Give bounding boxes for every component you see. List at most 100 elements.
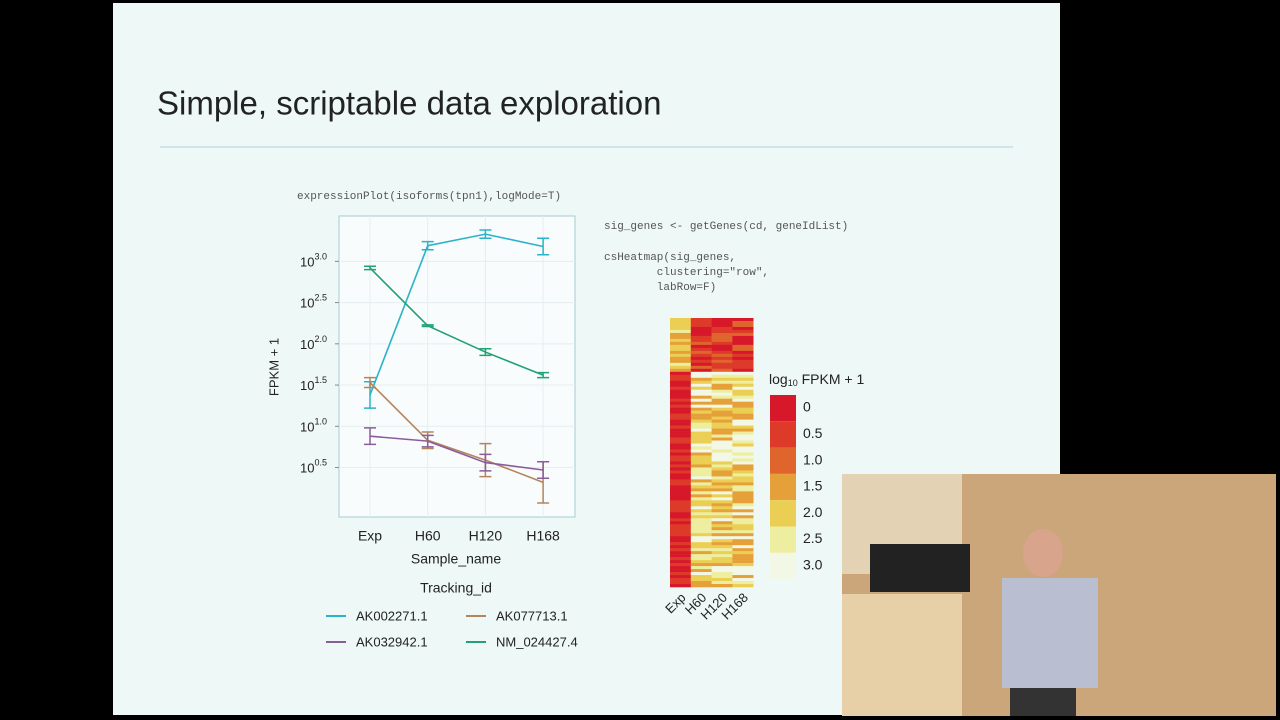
series-line <box>369 267 544 376</box>
heatmap-cell <box>711 554 733 558</box>
heatmap-cell <box>711 572 733 576</box>
heatmap-cell <box>711 503 733 507</box>
heatmap-cell <box>670 536 692 540</box>
heatmap-cell <box>732 578 754 582</box>
color-swatch <box>770 552 796 580</box>
heatmap-cell <box>670 353 692 358</box>
color-swatch <box>770 473 796 501</box>
heatmap-cell <box>732 503 754 507</box>
heatmap-cell <box>690 443 712 447</box>
heatmap-cell <box>670 422 692 426</box>
heatmap-cell <box>690 476 712 480</box>
heatmap-cell <box>670 503 692 507</box>
heatmap-cell <box>711 338 733 343</box>
heatmap-cell <box>690 383 712 388</box>
heatmap-cell <box>670 389 692 394</box>
heatmap-cell <box>732 464 754 468</box>
heatmap-cell <box>711 362 733 367</box>
heatmap-cell <box>732 482 754 486</box>
heatmap-cell <box>670 356 692 361</box>
heatmap-cell <box>711 482 733 486</box>
code: csHeatmap(sig_genes, <box>604 252 736 264</box>
plot-area <box>338 215 576 518</box>
heatmap-cell <box>732 443 754 447</box>
x-tick-label: Exp <box>358 528 382 544</box>
heatmap-cell <box>732 395 754 399</box>
heatmap-cell <box>732 431 754 435</box>
heatmap-cell <box>690 344 712 349</box>
heatmap-cell <box>670 318 692 322</box>
heatmap-cell <box>670 362 692 367</box>
heatmap-cell <box>670 323 692 328</box>
heatmap-cell <box>711 581 733 585</box>
heatmap-cell <box>732 380 754 385</box>
legend-label: AK032942.1 <box>356 634 428 649</box>
heatmap-cell <box>670 557 692 561</box>
heatmap-cell <box>711 491 733 495</box>
heatmap-cell <box>732 398 754 402</box>
heatmap-cell <box>732 467 754 471</box>
heatmap-cell <box>690 557 712 561</box>
heatmap-cell <box>670 467 692 471</box>
heatmap-cell <box>732 539 754 543</box>
heatmap-cell <box>732 320 754 325</box>
heatmap-cell <box>711 404 733 408</box>
heatmap-cell <box>670 545 692 549</box>
y-axis-label: FPKM + 1 <box>266 338 281 396</box>
color-swatch <box>770 500 796 527</box>
heatmap-cell <box>670 374 692 379</box>
heatmap-cell <box>711 377 733 382</box>
heatmap-cell <box>732 326 754 331</box>
heatmap-cell <box>690 318 712 322</box>
heatmap-cell <box>732 407 754 411</box>
heatmap-cell <box>670 401 692 405</box>
heatmap-cell <box>690 419 712 423</box>
heatmap-cell <box>670 572 692 576</box>
heatmap-cell <box>690 353 712 358</box>
heatmap-cell <box>732 368 754 373</box>
heatmap-cell <box>711 512 733 516</box>
legend-label: AK077713.1 <box>496 608 568 623</box>
heatmap-cell <box>732 347 754 352</box>
speaker-video <box>842 474 1276 716</box>
tick-base: 10 <box>300 420 314 435</box>
heatmap-cell <box>711 344 733 349</box>
heatmap-cell <box>670 431 692 435</box>
heatmap-cell <box>690 464 712 468</box>
heatmap-cell <box>711 323 733 328</box>
heatmap-cell <box>670 365 692 370</box>
heatmap-cell <box>690 425 712 429</box>
heatmap-cell <box>670 335 692 340</box>
heatmap-cell <box>670 443 692 447</box>
heatmap-cell <box>711 560 733 564</box>
heatmap-cell <box>670 455 692 459</box>
heatmap-cell <box>711 389 733 394</box>
heatmap-cell <box>732 344 754 349</box>
heatmap-cell <box>670 485 692 489</box>
heatmap-cell <box>670 533 692 537</box>
heatmap-cell <box>732 494 754 498</box>
heatmap-cell <box>711 521 733 525</box>
heatmap-cell <box>711 563 733 567</box>
heatmap-cell <box>711 332 733 337</box>
heatmap-cell <box>670 497 692 501</box>
heatmap-cell <box>732 356 754 361</box>
heatmap-cell <box>732 458 754 462</box>
heatmap-cell <box>670 383 692 388</box>
slide-title: Simple, scriptable data exploration <box>157 85 661 122</box>
heatmap-cell <box>711 422 733 426</box>
heatmap-cell <box>670 350 692 355</box>
heatmap-cell <box>732 374 754 379</box>
heatmap-cell <box>732 329 754 334</box>
color-scale-label: 3.0 <box>803 557 823 573</box>
heatmap-cell <box>711 326 733 331</box>
heatmap-cell <box>711 584 733 588</box>
heatmap-cell <box>670 386 692 391</box>
heatmap-cell <box>690 581 712 585</box>
heatmap-cell <box>711 527 733 531</box>
heatmap-cell <box>690 545 712 549</box>
heatmap-cell <box>732 491 754 495</box>
heatmap-cell <box>690 437 712 441</box>
color-swatch <box>770 447 796 474</box>
